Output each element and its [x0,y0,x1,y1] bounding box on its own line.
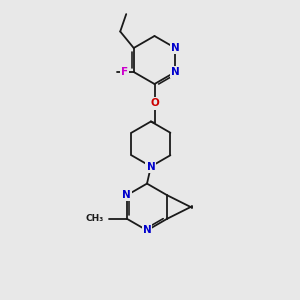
Text: F: F [121,67,128,77]
Text: CH₃: CH₃ [85,214,103,223]
Text: N: N [122,190,131,200]
Text: N: N [146,161,155,172]
Text: N: N [171,67,180,77]
Text: O: O [150,98,159,109]
Text: N: N [142,225,152,236]
Text: N: N [171,43,180,53]
